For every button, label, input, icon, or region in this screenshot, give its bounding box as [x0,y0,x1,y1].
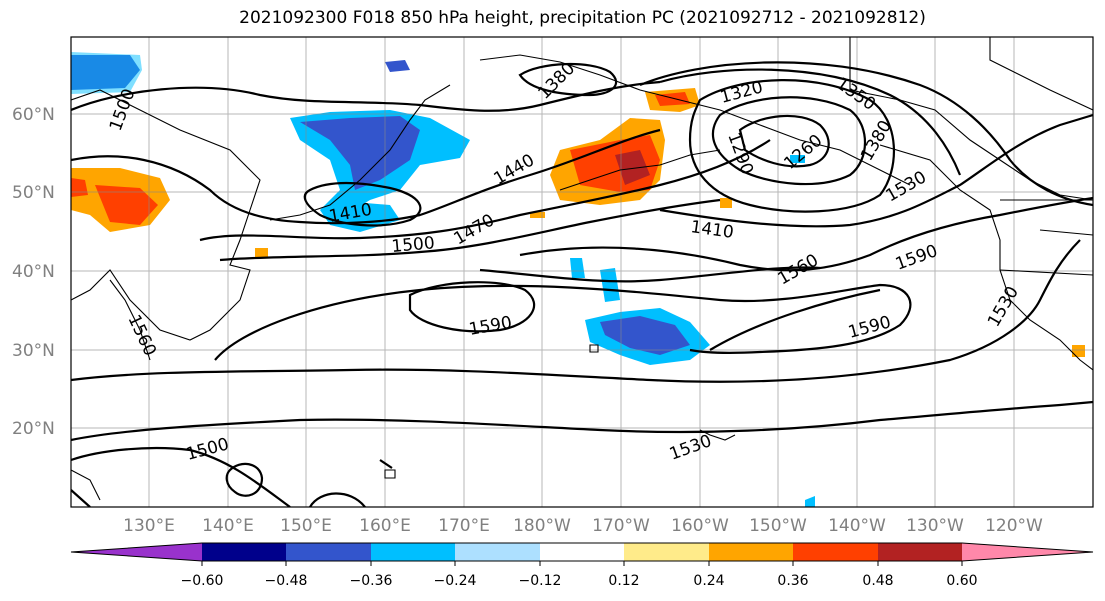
lon-label: 160°E [359,516,411,536]
lon-label: 140°W [828,516,886,536]
chart-title: 2021092300 F018 850 hPa height, precipit… [239,8,926,28]
colorbar-tick-label: −0.24 [434,573,477,589]
lon-label: 140°E [202,516,254,536]
colorbar-segment [371,543,455,561]
contour-label: 1500 [391,233,436,257]
colorbar-segment [202,543,286,561]
lon-label: 150°E [280,516,332,536]
lon-label: 160°W [671,516,729,536]
colorbar-tick-label: −0.36 [350,573,393,589]
colorbar-tick-label: 0.36 [777,573,808,589]
height-contours [71,61,1093,507]
colorbar-segment [709,543,793,561]
lat-label: 30°N [12,341,55,361]
lat-label: 20°N [12,419,55,439]
latitude-labels: 60°N 50°N 40°N 30°N 20°N [12,105,55,439]
colorbar-segment [624,543,709,561]
colorbar-tick-label: 0.48 [862,573,893,589]
lon-label: 130°E [123,516,175,536]
colorbar-segment [878,543,962,561]
colorbar-tick-label: −0.12 [519,573,562,589]
lat-label: 60°N [12,105,55,125]
colorbar-segment [71,543,202,561]
lon-label: 170°E [438,516,490,536]
longitude-labels: 130°E 140°E 150°E 160°E 170°E 180°W 170°… [123,516,1043,536]
colorbar-ticks: −0.60 −0.48 −0.36 −0.24 −0.12 0.12 0.24 … [181,561,978,589]
colorbar-segment [455,543,540,561]
colorbar-tick-label: 0.12 [608,573,639,589]
colorbar-tick-label: −0.48 [265,573,308,589]
lon-label: 120°W [985,516,1043,536]
colorbar-segments [70,542,1094,562]
map-frame [70,36,1094,508]
colorbar-segment [793,543,878,561]
colorbar-tick-label: −0.60 [181,573,224,589]
lat-label: 50°N [12,183,55,203]
colorbar-tick-label: 0.24 [693,573,724,589]
coastlines [71,37,1093,501]
colorbar-segment [962,543,1093,561]
colorbar-segment [540,543,624,561]
colorbar-segment [286,543,371,561]
lon-label: 130°W [906,516,964,536]
colorbar-tick-label: 0.60 [946,573,977,589]
lon-label: 150°W [749,516,807,536]
lat-label: 40°N [12,262,55,282]
lon-label: 170°W [592,516,650,536]
colorbar: −0.60 −0.48 −0.36 −0.24 −0.12 0.12 0.24 … [70,542,1094,589]
lon-label: 180°W [513,516,571,536]
